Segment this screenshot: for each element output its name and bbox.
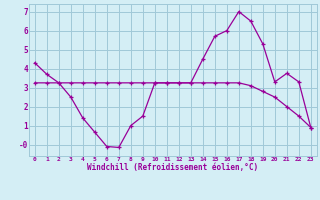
X-axis label: Windchill (Refroidissement éolien,°C): Windchill (Refroidissement éolien,°C) (87, 163, 258, 172)
